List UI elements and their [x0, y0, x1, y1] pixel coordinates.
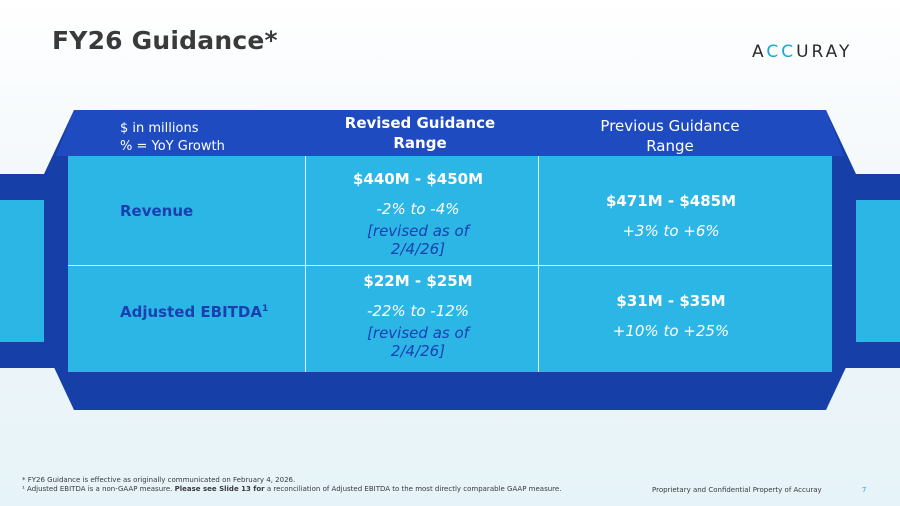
ebitda-previous-pct: +10% to +25%: [612, 322, 730, 340]
proprietary-notice: Proprietary and Confidential Property of…: [652, 486, 822, 494]
column-divider-1: [305, 156, 306, 372]
slide-reference: Please see Slide 13 for: [174, 485, 265, 493]
logo-text-uray: URAY: [796, 42, 853, 62]
column-divider-2: [538, 156, 539, 372]
row-divider: [68, 265, 832, 266]
footnote-2: ¹ Adjusted EBITDA is a non-GAAP measure.…: [22, 485, 562, 493]
ebitda-revised-amount: $22M - $25M: [363, 272, 473, 290]
revenue-revised-pct: -2% to -4%: [376, 200, 460, 218]
footnote-1: * FY26 Guidance is effective as original…: [22, 476, 296, 484]
page-number: 7: [862, 486, 867, 494]
logo-text-a: A: [752, 42, 767, 62]
ebitda-revised-note-1: [revised as of: [367, 324, 469, 342]
row-label-adjusted-ebitda: Adjusted EBITDA1: [120, 303, 269, 321]
page-title: FY26 Guidance*: [52, 26, 278, 55]
footnote-marker: 1: [261, 304, 269, 314]
revised-guidance-header: Revised Guidance Range: [344, 114, 496, 152]
ebitda-previous-cell: $31M - $35M +10% to +25%: [560, 292, 782, 340]
revenue-revised-amount: $440M - $450M: [352, 170, 484, 188]
units-line-1: $ in millions: [120, 121, 199, 136]
ebitda-revised-cell: $22M - $25M -22% to -12% [revised as of …: [318, 272, 518, 360]
revenue-previous-amount: $471M - $485M: [605, 192, 737, 210]
accuray-logo: ACCURAY: [752, 42, 852, 62]
row-label-revenue: Revenue: [120, 202, 194, 220]
revenue-previous-cell: $471M - $485M +3% to +6%: [560, 192, 782, 240]
ebitda-revised-note-2: 2/4/26]: [390, 342, 446, 360]
guidance-table-shape: [44, 110, 856, 410]
units-line-2: % = YoY Growth: [120, 139, 225, 154]
revenue-revised-cell: $440M - $450M -2% to -4% [revised as of …: [318, 170, 518, 258]
logo-text-cc: CC: [766, 42, 797, 62]
revenue-revised-note-2: 2/4/26]: [390, 240, 446, 258]
revenue-previous-pct: +3% to +6%: [622, 222, 720, 240]
revenue-revised-note-1: [revised as of: [367, 222, 469, 240]
previous-guidance-header: Previous Guidance Range: [600, 117, 740, 155]
ebitda-previous-amount: $31M - $35M: [616, 292, 726, 310]
units-legend: $ in millions % = YoY Growth: [120, 120, 225, 156]
ebitda-revised-pct: -22% to -12%: [366, 302, 470, 320]
